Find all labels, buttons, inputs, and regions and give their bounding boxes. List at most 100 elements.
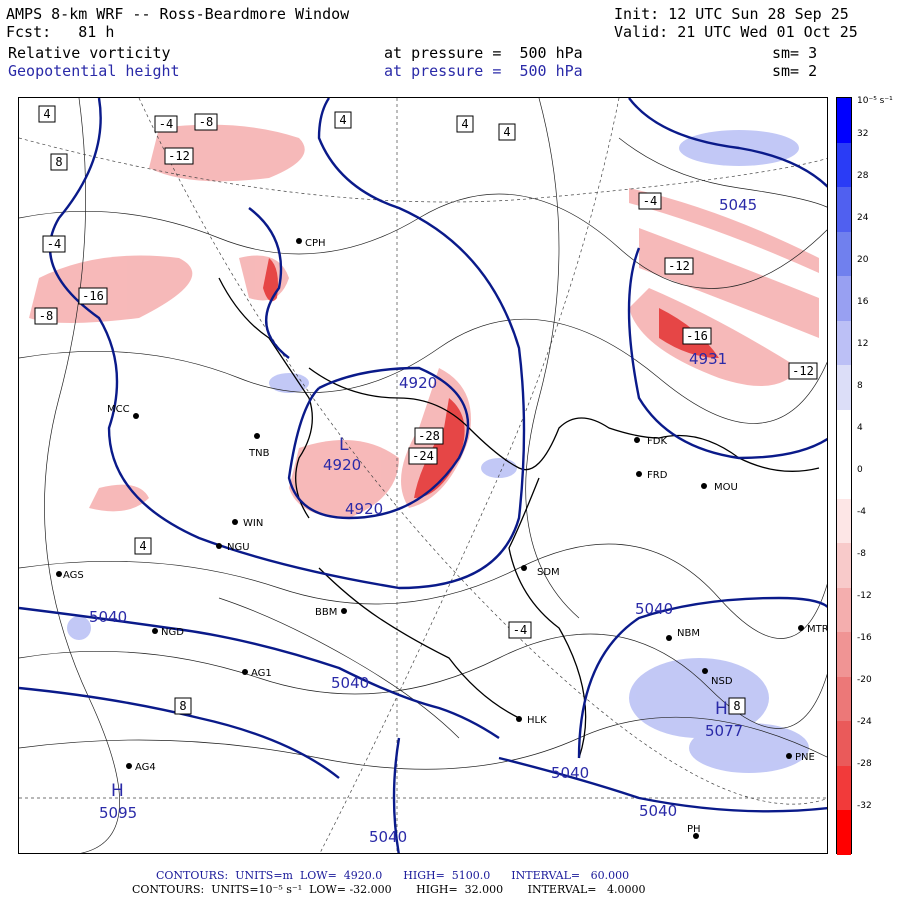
svg-text:4: 4 — [339, 113, 346, 127]
init-time: Init: 12 UTC Sun 28 Sep 25 — [614, 5, 849, 23]
svg-text:5040: 5040 — [551, 764, 589, 782]
svg-text:4931: 4931 — [689, 350, 727, 368]
pressure-centers: L H H — [111, 435, 728, 801]
svg-text:NGU: NGU — [227, 542, 250, 553]
vorticity-contour-info: CONTOURS: UNITS=10⁻⁵ s⁻¹ LOW= -32.000 HI… — [132, 883, 646, 896]
svg-text:4920: 4920 — [345, 500, 383, 518]
valid-time: Valid: 21 UTC Wed 01 Oct 25 — [614, 23, 858, 41]
svg-text:NBM: NBM — [677, 628, 700, 639]
positive-vorticity-fill — [67, 130, 809, 773]
colorbar-swatch — [837, 98, 851, 144]
colorbar-swatch — [837, 810, 851, 856]
geopotential-height-contours — [19, 98, 827, 853]
svg-text:5095: 5095 — [99, 804, 137, 822]
colorbar-swatch — [837, 721, 851, 767]
colorbar-swatch — [837, 276, 851, 322]
colorbar-tick-label: -8 — [857, 549, 866, 559]
colorbar-tick-label: -32 — [857, 801, 872, 811]
vorticity-contours — [19, 98, 827, 853]
svg-text:MCC: MCC — [107, 404, 130, 415]
vort-label: -8 — [194, 113, 218, 131]
field2-smoothing: sm= 2 — [772, 62, 818, 80]
colorbar-swatch — [837, 632, 851, 678]
height-contour-info: CONTOURS: UNITS=m LOW= 4920.0 HIGH= 5100… — [156, 869, 630, 882]
svg-text:TNB: TNB — [248, 448, 270, 459]
svg-text:-24: -24 — [412, 449, 434, 463]
svg-text:4: 4 — [43, 107, 50, 121]
map-panel: 4 8 -4 -8 -12 -16 -24 -28 4 -4 -8 4 4 8 … — [18, 97, 828, 854]
svg-text:PH: PH — [687, 824, 701, 835]
vort-label: -4 — [154, 115, 178, 133]
svg-text:HLK: HLK — [527, 715, 547, 726]
colorbar-swatch — [837, 365, 851, 411]
colorbar-swatch — [837, 543, 851, 589]
colorbar — [836, 97, 852, 856]
vort-label: -16 — [78, 287, 108, 305]
vort-label: 8 — [728, 697, 746, 715]
svg-text:5040: 5040 — [639, 802, 677, 820]
colorbar-tick-label: 32 — [857, 129, 869, 139]
forecast-hour: Fcst: 81 h — [6, 23, 115, 41]
vort-label: -12 — [788, 362, 818, 380]
svg-text:-8: -8 — [199, 115, 213, 129]
svg-text:4: 4 — [503, 125, 510, 139]
colorbar-swatch — [837, 187, 851, 233]
svg-text:5040: 5040 — [635, 600, 673, 618]
svg-text:NSD: NSD — [711, 676, 733, 687]
field1-pressure: at pressure = 500 hPa — [384, 44, 583, 62]
svg-text:5040: 5040 — [89, 608, 127, 626]
field2-name: Geopotential height — [8, 62, 180, 80]
vort-label: 4 — [38, 105, 56, 123]
field1-smoothing: sm= 3 — [772, 44, 818, 62]
svg-text:4920: 4920 — [399, 374, 437, 392]
svg-text:H: H — [715, 699, 728, 719]
colorbar-tick-label: -28 — [857, 759, 872, 769]
svg-text:5040: 5040 — [369, 828, 407, 846]
vort-label: -16 — [682, 327, 712, 345]
colorbar-swatch — [837, 409, 851, 455]
vort-label: 8 — [50, 153, 68, 171]
svg-text:4920: 4920 — [323, 456, 361, 474]
svg-text:-8: -8 — [39, 309, 53, 323]
colorbar-tick-label: 4 — [857, 423, 863, 433]
svg-text:WIN: WIN — [243, 518, 263, 529]
svg-text:-16: -16 — [82, 289, 104, 303]
colorbar-tick-label: -16 — [857, 633, 872, 643]
svg-text:5040: 5040 — [331, 674, 369, 692]
colorbar-tick-label: 8 — [857, 381, 863, 391]
colorbar-tick-label: 12 — [857, 339, 869, 349]
colorbar-tick-label: -20 — [857, 675, 872, 685]
vort-label: -8 — [34, 307, 58, 325]
colorbar-swatch — [837, 676, 851, 722]
colorbar-tick-label: 28 — [857, 171, 869, 181]
svg-text:MOU: MOU — [714, 482, 738, 493]
vort-label: -4 — [508, 621, 532, 639]
colorbar-swatch — [837, 587, 851, 633]
svg-text:CPH: CPH — [305, 238, 326, 249]
vort-label: 4 — [498, 123, 516, 141]
colorbar-swatch — [837, 498, 851, 544]
svg-text:4: 4 — [461, 117, 468, 131]
svg-text:AG1: AG1 — [251, 668, 272, 679]
colorbar-tick-label: 0 — [857, 465, 863, 475]
vort-label: -4 — [638, 192, 662, 210]
svg-text:8: 8 — [733, 699, 740, 713]
svg-text:SDM: SDM — [537, 567, 560, 578]
map-title: AMPS 8-km WRF -- Ross-Beardmore Window — [6, 5, 350, 23]
svg-text:NGD: NGD — [161, 627, 184, 638]
coastline — [218, 277, 820, 759]
svg-text:MTR: MTR — [807, 624, 828, 635]
vort-label: 8 — [174, 697, 192, 715]
vorticity-value-labels: 4 8 -4 -8 -12 -16 -24 -28 4 -4 -8 4 4 8 … — [34, 105, 818, 715]
colorbar-tick-label: 20 — [857, 255, 869, 265]
svg-text:-12: -12 — [168, 149, 190, 163]
svg-text:-28: -28 — [418, 429, 440, 443]
svg-text:5045: 5045 — [719, 196, 757, 214]
station-markers: CPH MCC TNB NGU AGS NGD AG1 AG4 BBM HLK … — [56, 238, 828, 839]
colorbar-unit: 10⁻⁵ s⁻¹ — [857, 96, 893, 106]
svg-text:L: L — [339, 435, 349, 455]
svg-text:BBM: BBM — [315, 607, 337, 618]
colorbar-tick-label: 24 — [857, 213, 869, 223]
colorbar-swatch — [837, 231, 851, 277]
vort-label: 4 — [456, 115, 474, 133]
